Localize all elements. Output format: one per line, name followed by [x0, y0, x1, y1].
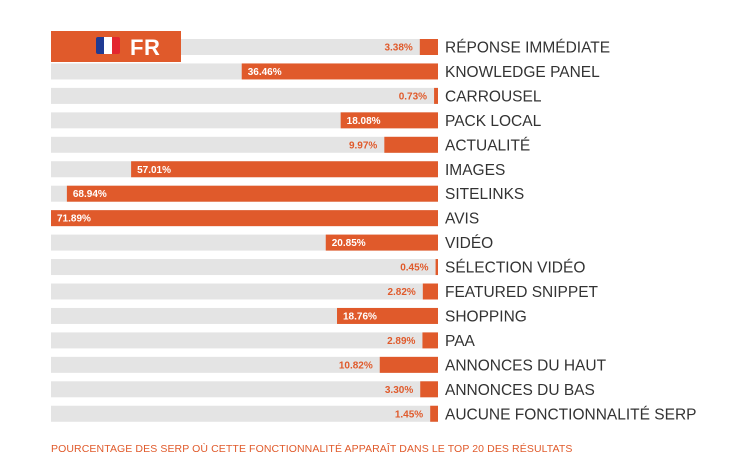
value-label: 2.89%: [387, 336, 415, 347]
category-label: SITELINKS: [445, 186, 524, 203]
flag-stripe-white: [104, 37, 112, 54]
value-label: 0.45%: [400, 263, 428, 274]
chart-footnote: POURCENTAGE DES SERP OÙ CETTE FONCTIONNA…: [51, 443, 573, 455]
value-label: 2.82%: [387, 287, 415, 298]
category-label: AUCUNE FONCTIONNALITÉ SERP: [445, 406, 696, 423]
value-label: 18.76%: [343, 311, 377, 322]
value-label: 18.08%: [347, 116, 381, 127]
bar: [340, 112, 438, 129]
bar: [66, 185, 439, 202]
category-label: CARROUSEL: [445, 88, 542, 105]
bar: [435, 259, 438, 276]
france-flag-icon: [96, 37, 120, 54]
country-badge: FR: [51, 31, 181, 62]
category-label: FEATURED SNIPPET: [445, 284, 599, 301]
value-label: 1.45%: [395, 409, 423, 420]
value-label: 68.94%: [73, 189, 107, 200]
value-label: 3.30%: [385, 385, 413, 396]
bar: [379, 356, 438, 373]
flag-stripe-blue: [96, 37, 104, 54]
bar: [422, 283, 438, 300]
category-label: ANNONCES DU HAUT: [445, 357, 607, 374]
bar: [430, 405, 438, 422]
country-code: FR: [130, 35, 161, 60]
category-label: IMAGES: [445, 162, 505, 179]
category-label: PACK LOCAL: [445, 113, 542, 130]
value-label: 71.89%: [57, 214, 91, 225]
category-label: VIDÉO: [445, 235, 493, 252]
bar-track: [51, 136, 438, 153]
value-label: 57.01%: [137, 165, 171, 176]
bar: [419, 39, 438, 55]
bar: [420, 381, 438, 398]
category-label: SÉLECTION VIDÉO: [445, 260, 585, 277]
bar: [325, 234, 438, 251]
bar-track: [51, 405, 438, 422]
bar: [434, 87, 438, 104]
category-label: AVIS: [445, 211, 479, 228]
category-label: KNOWLEDGE PANEL: [445, 64, 600, 81]
bar-track: [51, 332, 438, 349]
value-label: 9.97%: [349, 140, 377, 151]
category-label: ACTUALITÉ: [445, 137, 530, 154]
bar: [337, 307, 438, 324]
category-label: PAA: [445, 333, 476, 350]
value-label: 0.73%: [399, 91, 427, 102]
category-label: SHOPPING: [445, 308, 527, 325]
value-label: 3.38%: [384, 43, 412, 54]
bar: [384, 136, 438, 153]
value-label: 10.82%: [339, 360, 373, 371]
value-label: 20.85%: [332, 238, 366, 249]
bar-track: [51, 283, 438, 300]
bar: [131, 161, 439, 178]
value-label: 36.46%: [248, 67, 282, 78]
category-label: ANNONCES DU BAS: [445, 382, 595, 399]
bar: [241, 63, 438, 80]
bar: [51, 210, 438, 227]
bar-track: [51, 356, 438, 373]
bar-track: [51, 381, 438, 398]
category-label: RÉPONSE IMMÉDIATE: [445, 40, 610, 57]
flag-stripe-red: [112, 37, 120, 54]
bar-track: [51, 259, 438, 276]
bar-track: [51, 87, 438, 104]
bar: [422, 332, 438, 349]
